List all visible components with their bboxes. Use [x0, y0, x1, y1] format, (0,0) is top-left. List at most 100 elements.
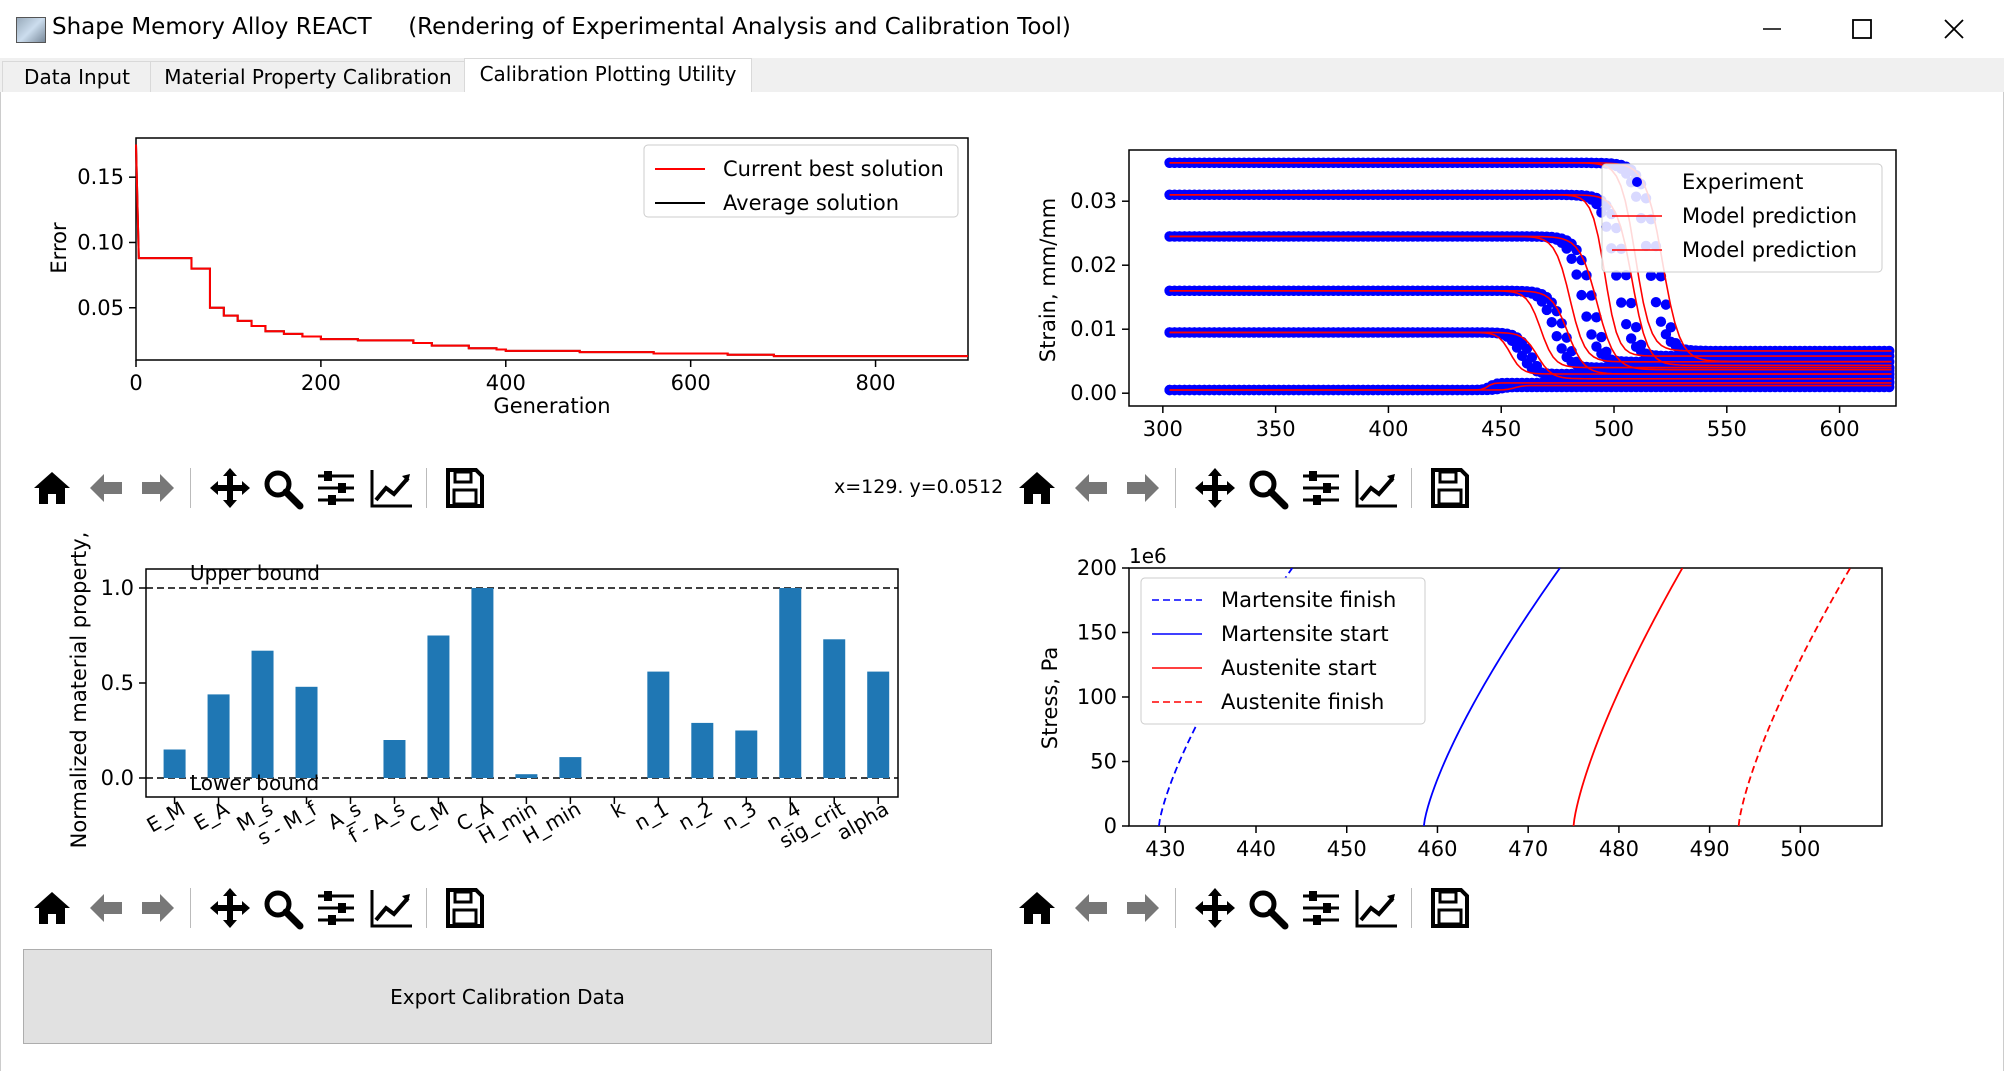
zoom-button[interactable] [258, 460, 306, 516]
save-button[interactable] [1425, 460, 1473, 516]
experiment-point [1670, 338, 1682, 349]
forward-arrow-button[interactable] [134, 460, 182, 516]
forward-arrow-button[interactable] [134, 880, 182, 936]
experiment-point [1635, 339, 1647, 351]
error-plot-ylabel: Error [47, 222, 71, 274]
property-bar [735, 730, 758, 778]
strain-plot-ylabel: Strain, mm/mm [1036, 198, 1060, 362]
tab-material-property-calibration[interactable]: Material Property Calibration [150, 61, 466, 92]
export-calibration-data-button[interactable]: Export Calibration Data [23, 949, 992, 1044]
configure-subplots-button[interactable] [312, 460, 360, 516]
phase-diagram-canvas[interactable]: 430 440 450 460 470 480 490 500 0 50 100 150 200 Str… [1015, 540, 1990, 870]
phase-plot-offset-label: 1e6 [1129, 544, 1167, 568]
x-tick-label: 500 [1594, 417, 1634, 440]
property-bar [647, 671, 670, 778]
edit-axis-icon [370, 890, 412, 928]
zoom-icon [264, 470, 304, 510]
toolbar-separator [1175, 888, 1176, 928]
pan-button[interactable] [206, 460, 254, 516]
save-button[interactable] [1425, 880, 1473, 936]
x-tick-label: 430 [1145, 837, 1185, 861]
back-arrow-button[interactable] [82, 460, 130, 516]
property-bar [207, 694, 230, 778]
property-bar [823, 639, 846, 778]
zoom-button[interactable] [1243, 460, 1291, 516]
back-arrow-button[interactable] [1067, 460, 1115, 516]
configure-subplots-button[interactable] [312, 880, 360, 936]
legend-martensite-start: Martensite start [1221, 622, 1389, 646]
experiment-point [1586, 329, 1597, 340]
pan-button[interactable] [1191, 880, 1239, 936]
experiment-point [1650, 296, 1662, 308]
edit-axis-icon [370, 470, 412, 508]
forward-arrow-button[interactable] [1119, 880, 1167, 936]
y-tick-label: 1.0 [101, 576, 134, 600]
toolbar-separator [426, 888, 427, 928]
y-tick-label: 100 [1077, 685, 1117, 709]
edit-axis-button[interactable] [368, 460, 416, 516]
property-bar-plot[interactable]: E_M E_A M_s s - M_f A_s f - A_s C_M C_A H_min H_m… [50, 530, 1010, 870]
legend-model-prediction-2: Model prediction [1682, 238, 1857, 262]
phase-line-austenite-start [1572, 568, 1684, 826]
x-tick-label: n_3 [718, 797, 761, 835]
strain-plot[interactable]: 300 350 400 450 500 550 600 0.00 0.01 0.02 0.03 St… [1015, 140, 1990, 440]
experiment-point [1541, 304, 1552, 316]
home-button[interactable] [1013, 880, 1061, 936]
y-tick-label: 0.5 [101, 671, 134, 695]
save-button[interactable] [440, 880, 488, 936]
save-icon [1431, 888, 1469, 928]
property-bar [163, 749, 186, 778]
save-button[interactable] [440, 460, 488, 516]
y-tick-label: 0.05 [77, 296, 124, 320]
toolbar-separator [426, 468, 427, 508]
home-button[interactable] [28, 880, 76, 936]
strain-plot-canvas[interactable]: 300 350 400 450 500 550 600 0.00 0.01 0.02 0.03 St… [1015, 140, 1990, 440]
close-button[interactable] [1908, 0, 2000, 58]
save-icon [446, 468, 484, 508]
save-icon [1431, 468, 1469, 508]
error-plot-canvas[interactable]: 0 200 400 600 800 0.05 0.10 0.15 Error Generati… [30, 128, 1000, 428]
edit-axis-button[interactable] [368, 880, 416, 936]
toolbar-separator [1411, 888, 1412, 928]
back-arrow-button[interactable] [1067, 880, 1115, 936]
legend-austenite-finish: Austenite finish [1221, 690, 1384, 714]
home-icon [1019, 472, 1055, 504]
experiment-point [1601, 346, 1612, 358]
edit-axis-button[interactable] [1353, 880, 1401, 936]
x-tick-label: 800 [856, 371, 896, 395]
zoom-icon [264, 890, 304, 930]
tab-calibration-plotting-utility[interactable]: Calibration Plotting Utility [464, 58, 752, 93]
x-tick-label: 480 [1599, 837, 1639, 861]
back-arrow-button[interactable] [82, 880, 130, 936]
home-button[interactable] [28, 460, 76, 516]
home-button[interactable] [1013, 460, 1061, 516]
error-plot[interactable]: 0 200 400 600 800 0.05 0.10 0.15 Error Generati… [30, 128, 1000, 428]
configure-subplots-icon [318, 471, 354, 505]
y-tick-label: 50 [1090, 750, 1117, 774]
minimize-button[interactable] [1726, 0, 1818, 58]
phase-diagram-plot[interactable]: 430 440 450 460 470 480 490 500 0 50 100 150 200 Str… [1015, 540, 1990, 870]
forward-arrow-icon [142, 894, 174, 922]
forward-arrow-icon [1127, 474, 1159, 502]
configure-subplots-button[interactable] [1297, 460, 1345, 516]
pan-button[interactable] [206, 880, 254, 936]
maximize-button[interactable] [1816, 0, 1908, 58]
zoom-button[interactable] [258, 880, 306, 936]
model-prediction-line [1169, 384, 1892, 391]
forward-arrow-button[interactable] [1119, 460, 1167, 516]
tab-data-input[interactable]: Data Input [2, 61, 152, 92]
legend-model-prediction-1: Model prediction [1682, 204, 1857, 228]
configure-subplots-button[interactable] [1297, 880, 1345, 936]
edit-axis-button[interactable] [1353, 460, 1401, 516]
legend-austenite-start: Austenite start [1221, 656, 1377, 680]
configure-subplots-icon [1303, 471, 1339, 505]
pan-button[interactable] [1191, 460, 1239, 516]
experiment-point [1630, 322, 1642, 333]
y-tick-label: 0.0 [101, 766, 134, 790]
pan-icon [210, 888, 250, 928]
pan-icon [1195, 468, 1235, 508]
experiment-point [1620, 269, 1632, 281]
zoom-button[interactable] [1243, 880, 1291, 936]
x-tick-label: 400 [1368, 417, 1408, 440]
property-bar-plot-canvas[interactable]: E_M E_A M_ss - M_f A_sf - A_sC_M C_AH_minH_m… [50, 530, 1010, 870]
